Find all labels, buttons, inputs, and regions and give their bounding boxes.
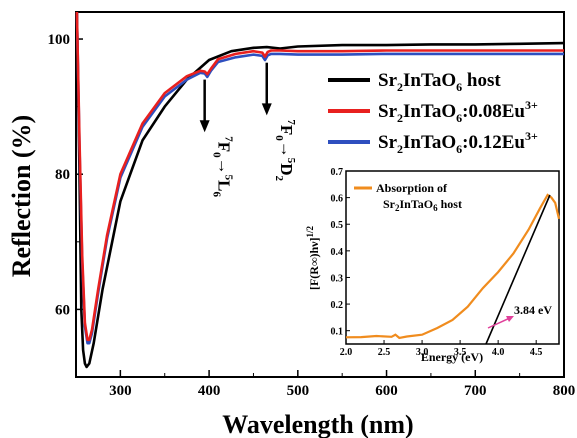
transition-arrow-head [199, 120, 210, 133]
x-tick-label: 500 [287, 383, 310, 399]
x-tick-label: 700 [464, 383, 487, 399]
inset-x-tick-label: 4.5 [530, 347, 543, 358]
inset-plot: 2.0 2.5 3.0 3.5 4.0 4.50.10.20.30.40.50.60.7 … [305, 167, 561, 364]
inset-series-group [345, 193, 561, 345]
transition-arrow-head [261, 103, 272, 116]
inset-tangent-line [485, 194, 551, 345]
inset-x-axis-title: Energy (eV) [421, 350, 483, 364]
series-line-1 [75, 11, 564, 342]
y-tick-label: 60 [55, 302, 70, 318]
inset-y-tick-label: 0.5 [331, 220, 344, 231]
inset-y-axis-title: [F(R∞)hν]1/2 [305, 225, 321, 290]
x-tick-label: 800 [553, 383, 576, 399]
legend-label-0.08: Sr2InTaO6:0.08Eu3+ [378, 98, 538, 125]
inset-y-tick-label: 0.2 [331, 300, 344, 311]
inset-x-tick-label: 3.5 [454, 347, 467, 358]
gap-label: 3.84 eV [514, 303, 552, 317]
transition-label: 7F0→5L6 [211, 136, 235, 197]
y-axis-title: Reflection (%) [7, 115, 36, 277]
legend: Sr2InTaO6 host Sr2InTaO6:0.08Eu3+ Sr2InT… [328, 70, 538, 156]
main-axis-ticks: 300 400 500 600 700 800 60 80 100 [48, 32, 576, 399]
inset-y-tick-label: 0.1 [331, 327, 344, 338]
legend-label-0.12: Sr2InTaO6:0.12Eu3+ [378, 129, 538, 156]
inset-x-tick-label: 4.0 [492, 347, 505, 358]
transition-label-text: 7F0→5D2 [273, 119, 297, 181]
inset-x-tick-label: 2.5 [378, 347, 391, 358]
inset-legend-line2: Sr2InTaO6 host [383, 197, 462, 213]
inset-y-tick-label: 0.6 [331, 194, 344, 205]
y-tick-label: 80 [55, 167, 70, 183]
inset-axis-ticks: 2.0 2.5 3.0 3.5 4.0 4.5 0.1 0.2 0.3 0.4 0.5 0.6 0.7 [331, 167, 543, 358]
x-axis-title: Wavelength (nm) [222, 410, 413, 438]
x-tick-label: 300 [109, 383, 132, 399]
gap-arrow-head [506, 316, 514, 322]
main-series-group [75, 11, 565, 369]
inset-y-tick-label: 0.4 [331, 247, 344, 258]
main-plot-frame [75, 11, 565, 378]
inset-y-tick-label: 0.3 [331, 273, 344, 284]
inset-x-tick-label: 3.0 [416, 347, 429, 358]
x-tick-label: 600 [375, 383, 398, 399]
transition-annotations: 7F0→5L6 7F0→5D2 [199, 62, 297, 198]
inset-absorption-line [345, 193, 561, 340]
y-tick-label: 100 [48, 32, 71, 48]
series-line-2 [75, 11, 564, 345]
legend-label-host: Sr2InTaO6 host [378, 70, 501, 94]
transition-label: 7F0→5D2 [273, 119, 297, 181]
x-tick-label: 400 [198, 383, 221, 399]
inset-legend-line1: Absorption of [376, 181, 448, 195]
transition-label-text: 7F0→5L6 [211, 136, 235, 197]
inset-x-tick-label: 2.0 [340, 347, 353, 358]
inset-y-tick-label: 0.7 [331, 167, 344, 178]
